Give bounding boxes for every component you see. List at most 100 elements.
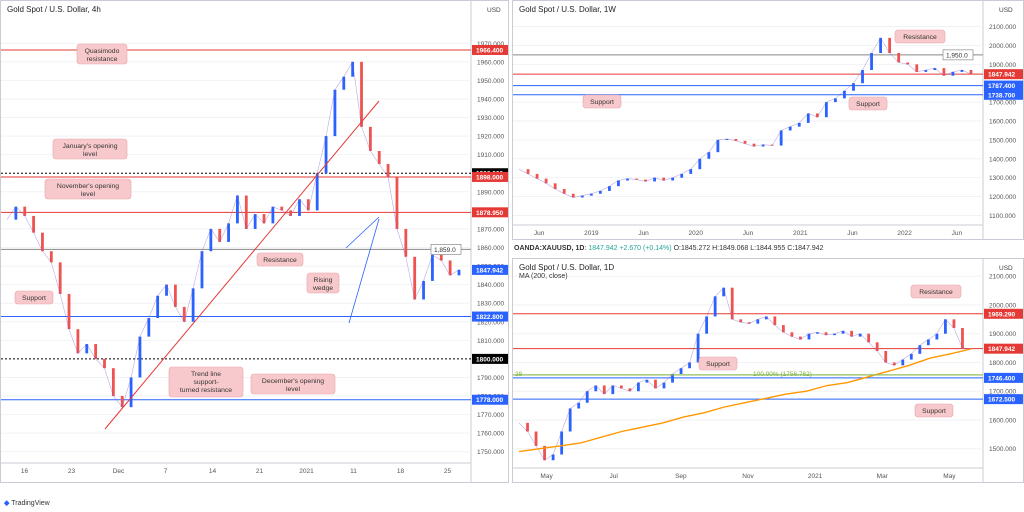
tradingview-logo[interactable]: ◆ TradingView <box>4 499 50 507</box>
fib-label: 100.00% (1756.762) <box>753 371 812 378</box>
annotation-support-box <box>14 290 54 305</box>
price-label-text: 1822.800 <box>476 314 503 321</box>
candle <box>138 336 142 378</box>
candle <box>562 189 566 194</box>
candle <box>897 53 901 63</box>
time-tick-label: 2021 <box>299 468 314 475</box>
annotation-november-box <box>44 178 132 200</box>
price-tick-label: 1600.000 <box>989 417 1016 424</box>
price-label-text: 1847.942 <box>988 346 1015 353</box>
candle <box>841 330 845 334</box>
candle <box>875 342 879 351</box>
candle <box>611 385 615 395</box>
candle <box>799 336 802 340</box>
annotation-december-text: level <box>286 386 300 393</box>
chart-panel-1w[interactable]: USD 2100.000 2000.000 1900.000 1700.000 1600.… <box>512 0 1024 240</box>
price-tick-label: 1890.000 <box>477 189 504 196</box>
candle <box>816 332 819 334</box>
candle <box>924 70 928 72</box>
candle <box>806 113 810 123</box>
axis-unit-label: USD <box>487 7 501 14</box>
price-label-badge <box>984 69 1023 80</box>
candle <box>901 359 905 366</box>
price-label-text: 1898.000 <box>476 174 503 181</box>
time-tick-label: 23 <box>68 468 76 475</box>
candle <box>743 140 747 144</box>
time-tick-label: 11 <box>350 468 357 475</box>
annotation-resistance-w1-box <box>894 29 946 44</box>
time-tick-label: Jun <box>638 230 649 237</box>
brand-name: TradingView <box>11 500 50 507</box>
candle <box>752 143 756 147</box>
candle <box>870 53 873 70</box>
candle <box>833 333 836 336</box>
annotation-support-d1-right-box <box>914 403 954 418</box>
price-label-badge <box>472 171 508 182</box>
chart-panel-4h[interactable]: USD 1970.000 1960.000 1950.000 1940.000 1930.… <box>0 0 509 483</box>
candle <box>680 173 684 178</box>
time-tick-label: 2022 <box>897 230 912 237</box>
candle <box>94 344 98 359</box>
candle <box>315 173 319 211</box>
time-tick-label: 14 <box>209 468 217 475</box>
candle <box>926 339 930 346</box>
candle <box>850 330 854 337</box>
candle <box>879 37 882 53</box>
candle <box>888 37 892 53</box>
candle <box>439 254 443 261</box>
chart-1w-svg[interactable]: USD 2100.000 2000.000 1900.000 1700.000 1600.… <box>513 1 1024 240</box>
price-tick-label: 1700.000 <box>989 100 1016 107</box>
candle <box>952 319 956 328</box>
candle <box>594 385 598 392</box>
candle <box>906 62 910 65</box>
candle <box>585 391 589 403</box>
candle <box>918 345 922 354</box>
price-label-text: 1878.950 <box>476 210 503 217</box>
price-label-text: 1847.942 <box>476 267 503 274</box>
candle <box>713 296 717 317</box>
price-series-line <box>6 60 460 408</box>
candle <box>788 126 792 131</box>
candle <box>431 254 434 281</box>
candle <box>608 186 611 191</box>
candle <box>739 319 743 323</box>
time-tick-label: Sep <box>675 473 687 480</box>
candle <box>120 396 124 408</box>
annotation-support-w1-right-text: Support <box>856 101 880 108</box>
ma-indicator-label: MA (200, close) <box>519 273 568 280</box>
price-label-badge <box>984 89 1023 100</box>
candle <box>182 306 186 322</box>
candle <box>535 173 539 179</box>
chart-title-1d: Gold Spot / U.S. Dollar, 1D <box>519 263 615 272</box>
time-tick-label: 2019 <box>584 230 599 237</box>
annotation-quasimodo-text: resistance <box>87 56 118 63</box>
price-label-badge <box>984 308 1023 319</box>
chart-title-1w: Gold Spot / U.S. Dollar, 1W <box>519 5 616 14</box>
candle <box>360 61 363 127</box>
annotation-december-text: December's opening <box>262 378 324 385</box>
price-tick-label: 2100.000 <box>989 24 1016 31</box>
price-tick-label: 1930.000 <box>477 115 504 122</box>
fib-left-label: 38 <box>515 371 523 378</box>
candle <box>191 288 195 322</box>
candle <box>716 139 720 153</box>
chart-1d-svg[interactable]: USD 2100.000 2000.000 1900.000 1800.000 1700.… <box>513 259 1024 483</box>
time-tick-label: Dec <box>113 468 125 475</box>
chart-panel-1d[interactable]: USD 2100.000 2000.000 1900.000 1800.000 1700.… <box>512 258 1024 483</box>
chart-4h-svg[interactable]: USD 1970.000 1960.000 1950.000 1940.000 1930.… <box>1 1 509 483</box>
candle <box>129 377 133 408</box>
annotation-resistance-d1-box <box>910 284 962 299</box>
candle <box>580 195 584 198</box>
price-label-badge <box>984 372 1023 383</box>
candle <box>689 169 693 174</box>
price-label-badge <box>472 44 508 55</box>
time-tick-label: 25 <box>444 468 452 475</box>
price-label-text: 1847.942 <box>988 72 1015 79</box>
candle <box>892 362 896 366</box>
price-tick-label: 1870.000 <box>477 226 504 233</box>
annotation-resistance-d1-text: Resistance <box>919 289 953 296</box>
annotation-support-w1-right-box <box>848 96 888 111</box>
price-label-text: 1738.700 <box>988 92 1015 99</box>
candle <box>645 379 649 383</box>
candle <box>67 293 71 330</box>
